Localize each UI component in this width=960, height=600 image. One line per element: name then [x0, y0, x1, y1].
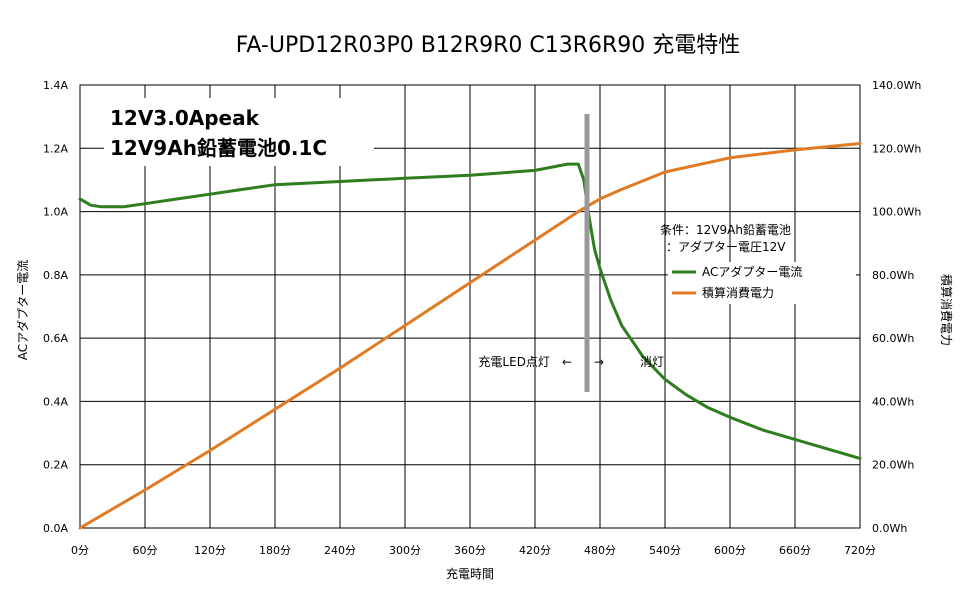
left-tick-label: 1.4A — [43, 79, 68, 92]
right-tick-label: 60.0Wh — [872, 332, 914, 345]
right-tick-label: 80.0Wh — [872, 269, 914, 282]
series-line-current — [78, 162, 862, 460]
left-tick-label: 0.4A — [43, 395, 68, 408]
left-tick-label: 0.6A — [43, 332, 68, 345]
legend-label-energy: 積算消費電力 — [702, 285, 774, 300]
annotation-led-off: → 消灯 — [594, 355, 664, 369]
x-tick-label: 480分 — [584, 544, 616, 557]
left-axis-ticks: 0.0A 0.2A 0.4A 0.6A 0.8A 1.0A 1.2A 1.4A — [43, 79, 68, 535]
right-tick-label: 140.0Wh — [872, 79, 921, 92]
x-tick-label: 540分 — [649, 544, 681, 557]
right-tick-label: 20.0Wh — [872, 459, 914, 472]
x-tick-label: 240分 — [324, 544, 356, 557]
series-line-energy — [78, 142, 862, 530]
overlay-text-background — [104, 98, 374, 166]
left-tick-label: 0.2A — [43, 459, 68, 472]
series-layer — [78, 142, 862, 530]
x-tick-label: 120分 — [194, 544, 226, 557]
legend-label-current: ACアダプター電流 — [702, 264, 802, 279]
x-tick-label: 0分 — [71, 544, 89, 557]
left-axis-label: ACアダプター電流 — [15, 260, 30, 360]
x-tick-label: 660分 — [779, 544, 811, 557]
left-tick-label: 1.2A — [43, 142, 68, 155]
plot-frame — [79, 84, 861, 529]
x-tick-label: 420分 — [519, 544, 551, 557]
x-tick-label: 180分 — [259, 544, 291, 557]
right-tick-label: 0.0Wh — [872, 522, 907, 535]
conditions-line-1: 条件：12V9Ah鉛蓄電池 — [660, 223, 791, 237]
x-tick-label: 720分 — [844, 544, 876, 557]
right-tick-label: 120.0Wh — [872, 142, 921, 155]
chart-title: FA-UPD12R03P0 B12R9R0 C13R6R90 充電特性 — [236, 33, 741, 58]
left-tick-label: 0.8A — [43, 269, 68, 282]
x-axis-label: 充電時間 — [446, 566, 494, 581]
right-axis-ticks: 0.0Wh 20.0Wh 40.0Wh 60.0Wh 80.0Wh 100.0Wh 120.… — [872, 79, 921, 535]
overlay-line-2: 12V9Ah鉛蓄電池0.1C — [110, 136, 327, 160]
right-tick-label: 40.0Wh — [872, 395, 914, 408]
conditions-line-2: ：アダプター電圧12V — [666, 239, 786, 254]
annotation-led-on: 充電LED点灯 ← — [478, 354, 572, 369]
overlay-line-1: 12V3.0Apeak — [110, 106, 260, 130]
left-tick-label: 0.0A — [43, 522, 68, 535]
x-tick-label: 300分 — [389, 544, 421, 557]
left-tick-label: 1.0A — [43, 206, 68, 219]
led-switch-marker — [584, 114, 590, 392]
x-axis-ticks: 0分 60分 120分 180分 240分 300分 360分 420分 480分 540分 600… — [71, 544, 876, 557]
x-tick-label: 600分 — [714, 544, 746, 557]
legend-background — [668, 262, 856, 304]
x-tick-label: 360分 — [454, 544, 486, 557]
right-axis-label: 積算消費電力 — [939, 274, 954, 346]
right-tick-label: 100.0Wh — [872, 206, 921, 219]
x-tick-label: 60分 — [133, 544, 158, 557]
